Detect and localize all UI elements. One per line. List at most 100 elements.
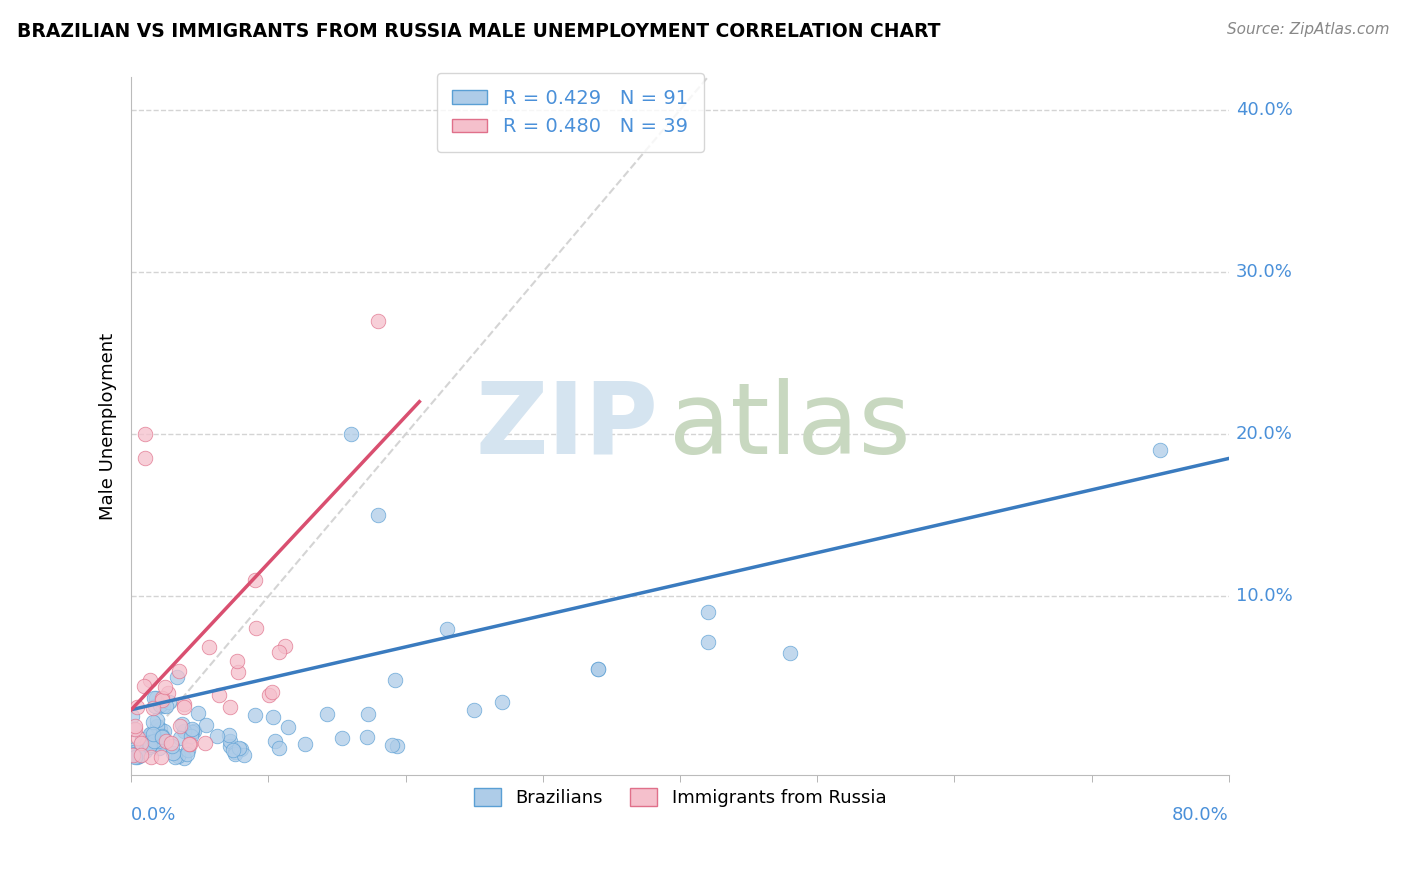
Point [139, 673, 162, 687]
Point [150, 690, 173, 705]
Point [124, 719, 146, 733]
Point [696, 634, 718, 648]
Text: ZIP: ZIP [475, 377, 658, 475]
Point [228, 741, 250, 756]
Text: BRAZILIAN VS IMMIGRANTS FROM RUSSIA MALE UNEMPLOYMENT CORRELATION CHART: BRAZILIAN VS IMMIGRANTS FROM RUSSIA MALE… [17, 22, 941, 41]
Text: 40.0%: 40.0% [1236, 101, 1292, 119]
Point [179, 737, 201, 751]
Point [134, 744, 156, 758]
Point [173, 751, 195, 765]
Point [129, 742, 152, 756]
Point [381, 738, 404, 752]
Point [243, 707, 266, 722]
Point [150, 729, 173, 743]
Point [125, 700, 148, 714]
Point [491, 695, 513, 709]
Point [143, 690, 166, 705]
Point [160, 736, 183, 750]
Point [384, 673, 406, 688]
Point [143, 698, 166, 713]
Point [183, 724, 205, 739]
Point [150, 735, 173, 749]
Point [156, 685, 179, 699]
Point [267, 644, 290, 658]
Point [149, 723, 172, 737]
Point [129, 747, 152, 761]
Point [173, 699, 195, 714]
Point [150, 750, 173, 764]
Point [139, 726, 162, 740]
Point [145, 691, 167, 706]
Point [696, 606, 718, 620]
Legend: Brazilians, Immigrants from Russia: Brazilians, Immigrants from Russia [467, 780, 893, 814]
Point [145, 737, 167, 751]
Point [367, 508, 389, 523]
Point [222, 742, 245, 756]
Point [124, 745, 146, 759]
Point [1149, 443, 1171, 458]
Point [141, 700, 163, 714]
Point [122, 722, 145, 736]
Point [134, 451, 156, 466]
Point [155, 734, 177, 748]
Point [294, 738, 316, 752]
Point [181, 722, 204, 736]
Point [176, 747, 198, 762]
Point [142, 734, 165, 748]
Point [243, 573, 266, 587]
Point [172, 717, 194, 731]
Point [162, 746, 184, 760]
Point [226, 654, 249, 668]
Point [150, 730, 173, 744]
Point [180, 729, 202, 743]
Point [194, 736, 217, 750]
Point [142, 715, 165, 730]
Point [152, 699, 174, 714]
Point [219, 734, 242, 748]
Point [262, 710, 284, 724]
Point [139, 727, 162, 741]
Point [316, 707, 339, 722]
Point [134, 735, 156, 749]
Point [155, 698, 177, 713]
Point [260, 685, 283, 699]
Point [148, 741, 170, 756]
Point [160, 739, 183, 753]
Point [165, 749, 187, 764]
Point [167, 749, 190, 764]
Point [142, 727, 165, 741]
Point [124, 749, 146, 764]
Point [197, 640, 219, 654]
Text: 0.0%: 0.0% [131, 806, 177, 824]
Point [124, 742, 146, 756]
Point [157, 695, 180, 709]
Point [145, 713, 167, 727]
Point [134, 427, 156, 442]
Point [187, 706, 209, 720]
Point [219, 739, 242, 753]
Point [231, 741, 253, 756]
Point [121, 709, 143, 723]
Point [146, 734, 169, 748]
Point [132, 679, 155, 693]
Point [121, 748, 143, 763]
Point [124, 723, 146, 737]
Point [120, 747, 142, 761]
Point [138, 739, 160, 754]
Point [169, 719, 191, 733]
Point [224, 745, 246, 759]
Point [232, 748, 254, 763]
Point [779, 646, 801, 660]
Text: 20.0%: 20.0% [1236, 425, 1292, 443]
Point [129, 735, 152, 749]
Point [180, 725, 202, 739]
Point [257, 688, 280, 702]
Point [127, 750, 149, 764]
Point [339, 427, 361, 442]
Point [586, 662, 609, 676]
Point [141, 750, 163, 764]
Point [139, 738, 162, 752]
Text: Source: ZipAtlas.com: Source: ZipAtlas.com [1226, 22, 1389, 37]
Point [208, 688, 231, 702]
Point [277, 720, 299, 734]
